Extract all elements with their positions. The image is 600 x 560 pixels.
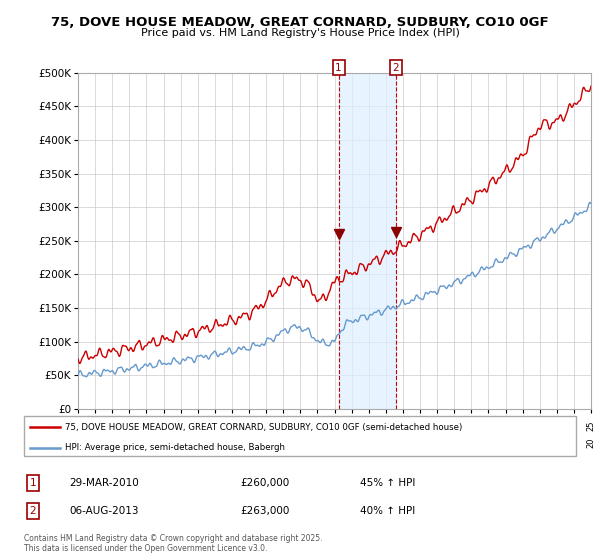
Text: 03: 03: [211, 421, 220, 431]
Text: HPI: Average price, semi-detached house, Babergh: HPI: Average price, semi-detached house,…: [65, 443, 286, 452]
Text: 17: 17: [450, 421, 459, 431]
Text: 20: 20: [176, 437, 185, 448]
Text: 20: 20: [484, 437, 493, 448]
Text: 09: 09: [313, 421, 322, 431]
Text: 20: 20: [211, 437, 220, 448]
Text: 02: 02: [193, 421, 202, 431]
Text: £260,000: £260,000: [240, 478, 289, 488]
Text: 13: 13: [382, 421, 391, 431]
Text: 20: 20: [467, 437, 476, 448]
Text: 20: 20: [159, 437, 168, 448]
Text: 01: 01: [176, 421, 185, 431]
Text: 19: 19: [142, 437, 151, 448]
Text: 2: 2: [392, 63, 399, 73]
Text: 25: 25: [587, 421, 595, 431]
Text: 40% ↑ HPI: 40% ↑ HPI: [360, 506, 415, 516]
Text: 97: 97: [108, 421, 117, 431]
Bar: [338, 73, 396, 409]
Text: 19: 19: [91, 437, 100, 448]
Text: 29-MAR-2010: 29-MAR-2010: [69, 478, 139, 488]
Text: 20: 20: [518, 437, 527, 448]
Text: 98: 98: [125, 421, 134, 431]
Text: 06-AUG-2013: 06-AUG-2013: [69, 506, 139, 516]
Text: 99: 99: [142, 421, 151, 431]
Text: This data is licensed under the Open Government Licence v3.0.: This data is licensed under the Open Gov…: [24, 544, 268, 553]
Text: 11: 11: [347, 421, 356, 431]
Text: 20: 20: [364, 437, 373, 448]
Text: 20: 20: [245, 437, 254, 448]
Text: 20: 20: [193, 437, 202, 448]
Text: 96: 96: [91, 421, 100, 431]
Text: 16: 16: [433, 421, 442, 431]
FancyBboxPatch shape: [24, 416, 576, 456]
Text: 20: 20: [569, 437, 578, 448]
Text: 14: 14: [398, 421, 407, 431]
Text: 20: 20: [501, 421, 510, 431]
Text: 20: 20: [553, 437, 562, 448]
Text: 07: 07: [279, 421, 288, 431]
Text: 00: 00: [159, 421, 168, 431]
Text: 19: 19: [74, 437, 83, 448]
Text: Contains HM Land Registry data © Crown copyright and database right 2025.: Contains HM Land Registry data © Crown c…: [24, 534, 323, 543]
Text: 05: 05: [245, 421, 254, 431]
Text: Price paid vs. HM Land Registry's House Price Index (HPI): Price paid vs. HM Land Registry's House …: [140, 28, 460, 38]
Text: 20: 20: [415, 437, 425, 448]
Text: 06: 06: [262, 421, 271, 431]
Text: 20: 20: [587, 437, 595, 448]
Text: 18: 18: [467, 421, 476, 431]
Text: 24: 24: [569, 421, 578, 431]
Text: 75, DOVE HOUSE MEADOW, GREAT CORNARD, SUDBURY, CO10 0GF: 75, DOVE HOUSE MEADOW, GREAT CORNARD, SU…: [51, 16, 549, 29]
Text: 20: 20: [382, 437, 391, 448]
Text: £263,000: £263,000: [240, 506, 289, 516]
Text: 15: 15: [415, 421, 425, 431]
Text: 08: 08: [296, 421, 305, 431]
Text: 20: 20: [501, 437, 510, 448]
Text: 20: 20: [330, 437, 339, 448]
Text: 2: 2: [29, 506, 37, 516]
Text: 23: 23: [553, 421, 562, 431]
Text: 20: 20: [279, 437, 288, 448]
Text: 20: 20: [227, 437, 236, 448]
Text: 10: 10: [330, 421, 339, 431]
Text: 12: 12: [364, 421, 373, 431]
Text: 45% ↑ HPI: 45% ↑ HPI: [360, 478, 415, 488]
Text: 20: 20: [535, 437, 544, 448]
Text: 20: 20: [313, 437, 322, 448]
Text: 95: 95: [74, 421, 83, 431]
Text: 21: 21: [518, 421, 527, 431]
Text: 20: 20: [398, 437, 407, 448]
Text: 19: 19: [108, 437, 117, 448]
Text: 75, DOVE HOUSE MEADOW, GREAT CORNARD, SUDBURY, CO10 0GF (semi-detached house): 75, DOVE HOUSE MEADOW, GREAT CORNARD, SU…: [65, 423, 463, 432]
Text: 20: 20: [347, 437, 356, 448]
Text: 1: 1: [335, 63, 342, 73]
Text: 20: 20: [262, 437, 271, 448]
Text: 04: 04: [227, 421, 236, 431]
Text: 20: 20: [450, 437, 459, 448]
Text: 19: 19: [125, 437, 134, 448]
Text: 20: 20: [296, 437, 305, 448]
Text: 1: 1: [29, 478, 37, 488]
Text: 19: 19: [484, 421, 493, 431]
Text: 20: 20: [433, 437, 442, 448]
Text: 22: 22: [535, 421, 544, 431]
